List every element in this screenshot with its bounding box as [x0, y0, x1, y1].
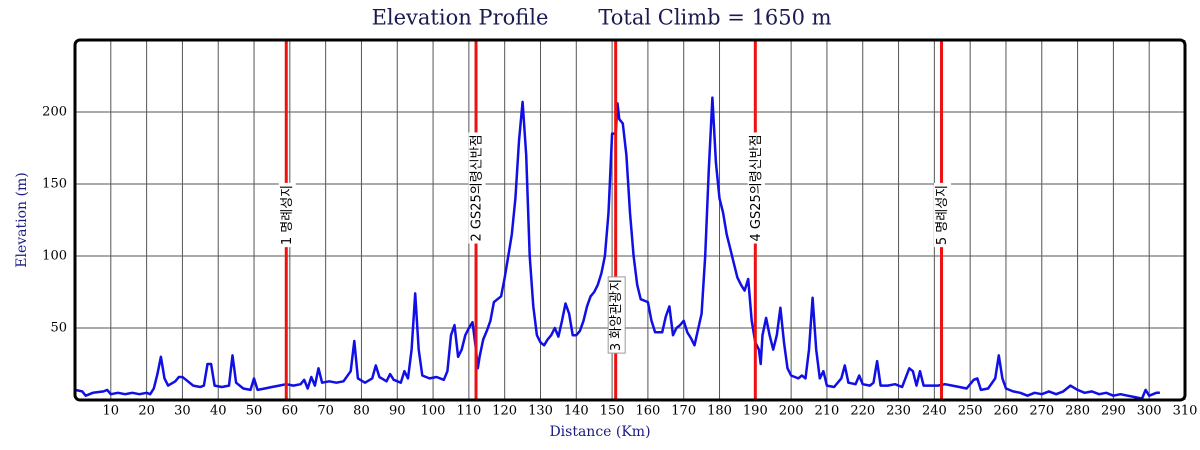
y-tick-label: 100: [42, 249, 67, 264]
x-tick-label: 90: [389, 404, 406, 419]
x-tick-label: 120: [492, 404, 517, 419]
waypoint-label: 2 GS25의령신반점: [470, 134, 485, 241]
y-tick-label: 150: [42, 177, 67, 192]
waypoint-label: 3 화양관광지: [609, 279, 624, 351]
x-tick-label: 130: [528, 404, 553, 419]
x-tick-label: 180: [707, 404, 732, 419]
x-tick-label: 290: [1101, 404, 1126, 419]
waypoint-label-bg: [934, 182, 952, 248]
chart-title: Elevation Profile: [372, 6, 549, 30]
y-tick-label: 50: [50, 321, 67, 336]
waypoint-label-group: 2 GS25의령신반점: [468, 132, 486, 244]
x-tick-label: 310: [1173, 404, 1198, 419]
waypoint-label-group: 4 GS25의령신반점: [747, 132, 765, 244]
waypoint-label-bg: [278, 182, 296, 248]
x-tick-label: 250: [958, 404, 983, 419]
waypoint-label-group: 1 명례성지: [278, 182, 296, 248]
x-tick-label: 160: [635, 404, 660, 419]
x-tick-label: 230: [886, 404, 911, 419]
waypoint-label-group: 5 명례성지: [934, 182, 952, 248]
plot-frame: [73, 38, 1187, 402]
x-tick-label: 240: [922, 404, 947, 419]
x-tick-label: 50: [246, 404, 263, 419]
waypoint-label-group: 3 화양관광지: [607, 276, 626, 354]
waypoint-label: 5 명례성지: [935, 185, 950, 245]
x-tick-label: 20: [138, 404, 155, 419]
x-tick-label: 60: [282, 404, 299, 419]
x-tick-label: 200: [779, 404, 804, 419]
x-tick-label: 80: [353, 404, 370, 419]
waypoint-label-bg: [747, 132, 765, 244]
x-tick-label: 170: [671, 404, 696, 419]
x-axis-label: Distance (Km): [549, 424, 650, 440]
x-tick-label: 110: [456, 404, 481, 419]
y-tick-label: 200: [42, 105, 67, 120]
waypoint-label-bg: [607, 276, 626, 354]
x-tick-label: 300: [1137, 404, 1162, 419]
chart-subtitle: Total Climb = 1650 m: [598, 6, 831, 30]
x-tick-label: 70: [317, 404, 334, 419]
x-tick-label: 40: [210, 404, 227, 419]
elevation-line: [74, 96, 1160, 400]
waypoint-label: 4 GS25의령신반점: [749, 134, 764, 241]
x-tick-label: 270: [1029, 404, 1054, 419]
x-tick-label: 220: [850, 404, 875, 419]
x-tick-label: 280: [1065, 404, 1090, 419]
waypoint-label: 1 명례성지: [280, 185, 295, 245]
x-tick-label: 260: [994, 404, 1019, 419]
x-tick-label: 10: [103, 404, 120, 419]
x-tick-label: 150: [600, 404, 625, 419]
waypoint-label-bg: [468, 132, 486, 244]
x-tick-label: 30: [174, 404, 191, 419]
x-tick-label: 140: [564, 404, 589, 419]
x-tick-label: 190: [743, 404, 768, 419]
y-axis-label: Elevation (m): [14, 172, 30, 267]
x-tick-label: 100: [421, 404, 446, 419]
x-tick-label: 210: [815, 404, 840, 419]
